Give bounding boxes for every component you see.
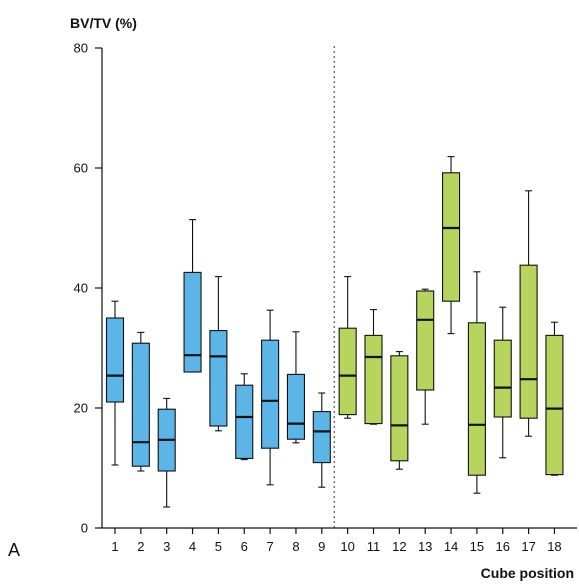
box-17 [519,190,538,437]
y-tick-label: 0 [81,521,88,536]
box-iqr [519,264,538,419]
x-tick-label: 18 [547,539,561,554]
x-tick-label: 6 [241,539,248,554]
box-iqr [131,342,150,467]
box-iqr [338,327,357,416]
y-tick-label: 40 [74,281,88,296]
box-15 [467,271,486,494]
x-tick-label: 4 [189,539,196,554]
box-6 [235,373,254,461]
x-tick-label: 5 [215,539,222,554]
x-tick-label: 9 [318,539,325,554]
box-11 [364,309,383,425]
x-tick-label: 10 [340,539,354,554]
panel-label: A [8,540,20,560]
box-iqr [467,322,486,476]
x-tick-label: 2 [137,539,144,554]
x-tick-label: 16 [496,539,510,554]
y-tick-label: 60 [74,161,88,176]
x-tick-label: 13 [418,539,432,554]
y-axis-title: BV/TV (%) [70,15,137,31]
x-tick-label: 3 [163,539,170,554]
x-tick-label: 15 [470,539,484,554]
box-iqr [183,271,202,373]
box-iqr [441,172,461,302]
box-iqr [235,384,254,459]
box-3 [157,397,176,508]
box-iqr [261,339,280,449]
x-tick-label: 8 [292,539,299,554]
box-iqr [416,290,435,391]
y-tick-label: 80 [74,41,88,56]
box-iqr [545,334,564,476]
box-14 [441,156,461,335]
box-iqr [364,334,383,425]
box-iqr [312,411,331,464]
box-iqr [105,317,125,403]
box-iqr [286,373,306,440]
box-9 [312,392,331,488]
box-iqr [390,355,409,462]
box-16 [493,306,512,459]
x-tick-label: 17 [521,539,535,554]
box-2 [131,331,150,472]
y-tick-label: 20 [74,401,88,416]
x-axis-title: Cube position [481,565,574,581]
box-1 [105,300,125,466]
box-8 [286,331,306,444]
box-4 [183,219,202,373]
box-5 [209,276,228,432]
x-tick-label: 7 [266,539,273,554]
boxes-layer [105,156,564,508]
box-12 [390,351,409,470]
box-13 [416,288,435,425]
x-tick-label: 1 [111,539,118,554]
x-tick-label: 14 [444,539,458,554]
box-iqr [209,330,228,427]
box-iqr [493,339,512,418]
x-tick-label: 11 [367,539,381,554]
box-18 [545,321,564,476]
box-10 [338,276,357,419]
x-tick-label: 12 [392,539,406,554]
box-7 [261,309,280,486]
